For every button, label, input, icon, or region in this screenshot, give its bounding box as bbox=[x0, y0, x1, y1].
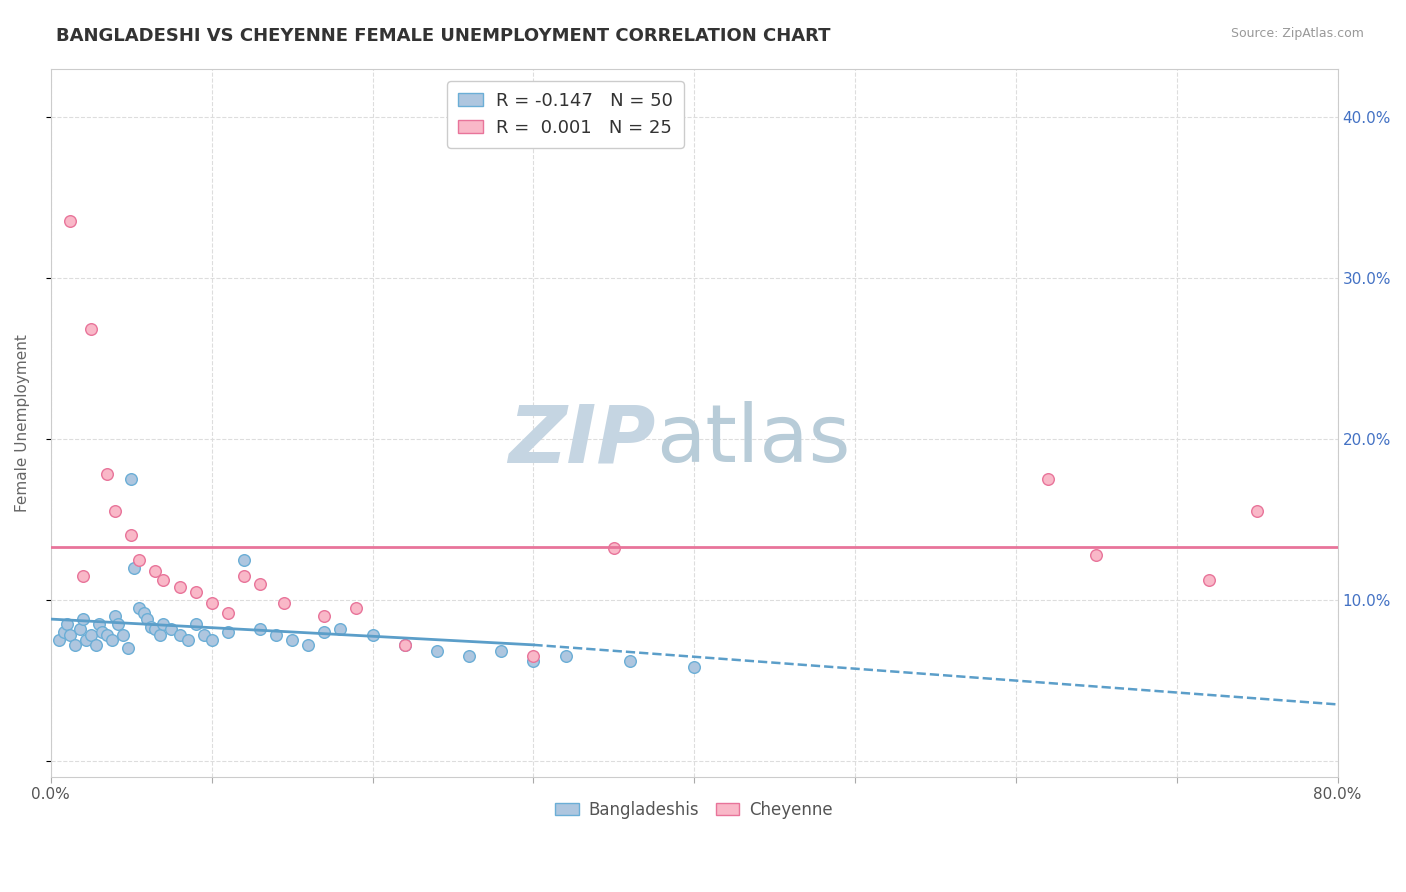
Point bbox=[232, 568, 254, 582]
Point bbox=[217, 624, 239, 639]
Point bbox=[87, 616, 110, 631]
Point bbox=[273, 596, 295, 610]
Point bbox=[683, 660, 706, 674]
Point bbox=[134, 606, 156, 620]
Point bbox=[120, 528, 142, 542]
Point bbox=[184, 584, 207, 599]
Point bbox=[48, 633, 70, 648]
Point bbox=[96, 628, 118, 642]
Point bbox=[136, 612, 159, 626]
Point bbox=[281, 633, 304, 648]
Point bbox=[603, 541, 626, 556]
Point bbox=[554, 649, 576, 664]
Point bbox=[145, 622, 167, 636]
Point bbox=[96, 467, 118, 482]
Point bbox=[80, 628, 103, 642]
Point bbox=[72, 568, 94, 582]
Point bbox=[458, 649, 481, 664]
Text: ZIP: ZIP bbox=[508, 401, 655, 479]
Point bbox=[314, 608, 336, 623]
Point bbox=[101, 633, 124, 648]
Point bbox=[361, 628, 384, 642]
Point bbox=[619, 654, 641, 668]
Point bbox=[249, 576, 271, 591]
Point bbox=[193, 628, 215, 642]
Point bbox=[117, 641, 139, 656]
Point bbox=[394, 638, 416, 652]
Point bbox=[249, 622, 271, 636]
Point bbox=[217, 606, 239, 620]
Point bbox=[329, 622, 352, 636]
Point bbox=[107, 616, 129, 631]
Legend: Bangladeshis, Cheyenne: Bangladeshis, Cheyenne bbox=[548, 794, 839, 825]
Point bbox=[394, 638, 416, 652]
Point bbox=[112, 628, 135, 642]
Point bbox=[124, 560, 146, 574]
Point bbox=[169, 580, 191, 594]
Point bbox=[149, 628, 172, 642]
Point bbox=[80, 322, 103, 336]
Point bbox=[489, 644, 512, 658]
Point bbox=[522, 654, 544, 668]
Point bbox=[152, 574, 174, 588]
Y-axis label: Female Unemployment: Female Unemployment bbox=[15, 334, 30, 512]
Point bbox=[104, 608, 127, 623]
Point bbox=[232, 552, 254, 566]
Point bbox=[72, 612, 94, 626]
Point bbox=[346, 600, 368, 615]
Point bbox=[522, 649, 544, 664]
Point bbox=[56, 616, 79, 631]
Point bbox=[297, 638, 319, 652]
Point bbox=[120, 472, 142, 486]
Point bbox=[1036, 472, 1059, 486]
Point bbox=[184, 616, 207, 631]
Point bbox=[84, 638, 107, 652]
Point bbox=[176, 633, 198, 648]
Point bbox=[201, 633, 224, 648]
Point bbox=[75, 633, 97, 648]
Point bbox=[59, 628, 82, 642]
Point bbox=[264, 628, 287, 642]
Point bbox=[1246, 504, 1268, 518]
Point bbox=[201, 596, 224, 610]
Point bbox=[63, 638, 86, 652]
Point bbox=[52, 624, 75, 639]
Point bbox=[128, 600, 150, 615]
Text: BANGLADESHI VS CHEYENNE FEMALE UNEMPLOYMENT CORRELATION CHART: BANGLADESHI VS CHEYENNE FEMALE UNEMPLOYM… bbox=[56, 27, 831, 45]
Point bbox=[91, 624, 114, 639]
Point bbox=[69, 622, 91, 636]
Point bbox=[314, 624, 336, 639]
Point bbox=[152, 616, 174, 631]
Point bbox=[1198, 574, 1220, 588]
Point bbox=[426, 644, 449, 658]
Point bbox=[1085, 548, 1108, 562]
Point bbox=[160, 622, 183, 636]
Point bbox=[128, 552, 150, 566]
Text: atlas: atlas bbox=[655, 401, 851, 479]
Point bbox=[59, 214, 82, 228]
Point bbox=[145, 564, 167, 578]
Point bbox=[169, 628, 191, 642]
Point bbox=[104, 504, 127, 518]
Point bbox=[139, 620, 162, 634]
Text: Source: ZipAtlas.com: Source: ZipAtlas.com bbox=[1230, 27, 1364, 40]
